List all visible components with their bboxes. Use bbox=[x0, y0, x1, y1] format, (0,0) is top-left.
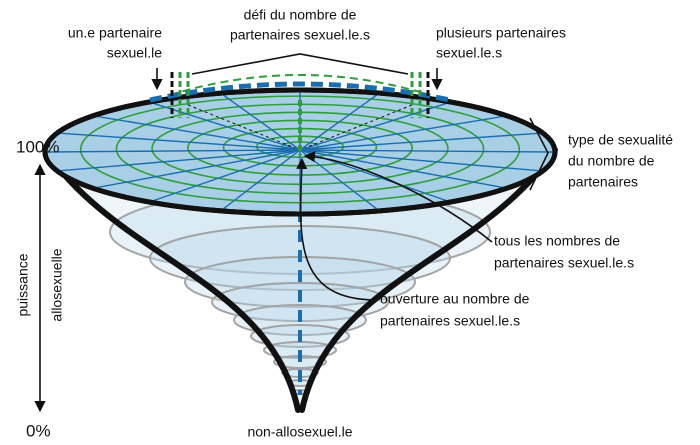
type-label: du nombre de bbox=[568, 153, 655, 169]
one-partner: sexuel.le bbox=[107, 45, 162, 61]
cone bbox=[45, 72, 555, 412]
challenge: défi du nombre de bbox=[244, 7, 357, 23]
several-partners: plusieurs partenaires bbox=[436, 25, 566, 41]
openness: ouverture au nombre de bbox=[380, 291, 530, 307]
type-label: partenaires bbox=[568, 174, 638, 190]
bottom-label: non-allosexuel.le bbox=[247, 424, 352, 440]
axis-label: puissance bbox=[15, 253, 31, 316]
openness: partenaires sexuel.le.s bbox=[380, 313, 520, 329]
diagram: un.e partenaire sexuel.le défi du nombre… bbox=[0, 0, 700, 445]
one-partner: un.e partenaire bbox=[68, 25, 162, 41]
several-partners: sexuel.le.s bbox=[436, 45, 502, 61]
bottom-percent: 0% bbox=[26, 421, 51, 440]
all-numbers: partenaires sexuel.le.s bbox=[494, 255, 634, 271]
top-percent: 100% bbox=[16, 137, 59, 156]
challenge: partenaires sexuel.le.s bbox=[230, 27, 370, 43]
axis-label: allosexuelle bbox=[49, 248, 65, 321]
all-numbers: tous les nombres de bbox=[494, 233, 620, 249]
type-label: type de sexualité bbox=[568, 132, 673, 148]
